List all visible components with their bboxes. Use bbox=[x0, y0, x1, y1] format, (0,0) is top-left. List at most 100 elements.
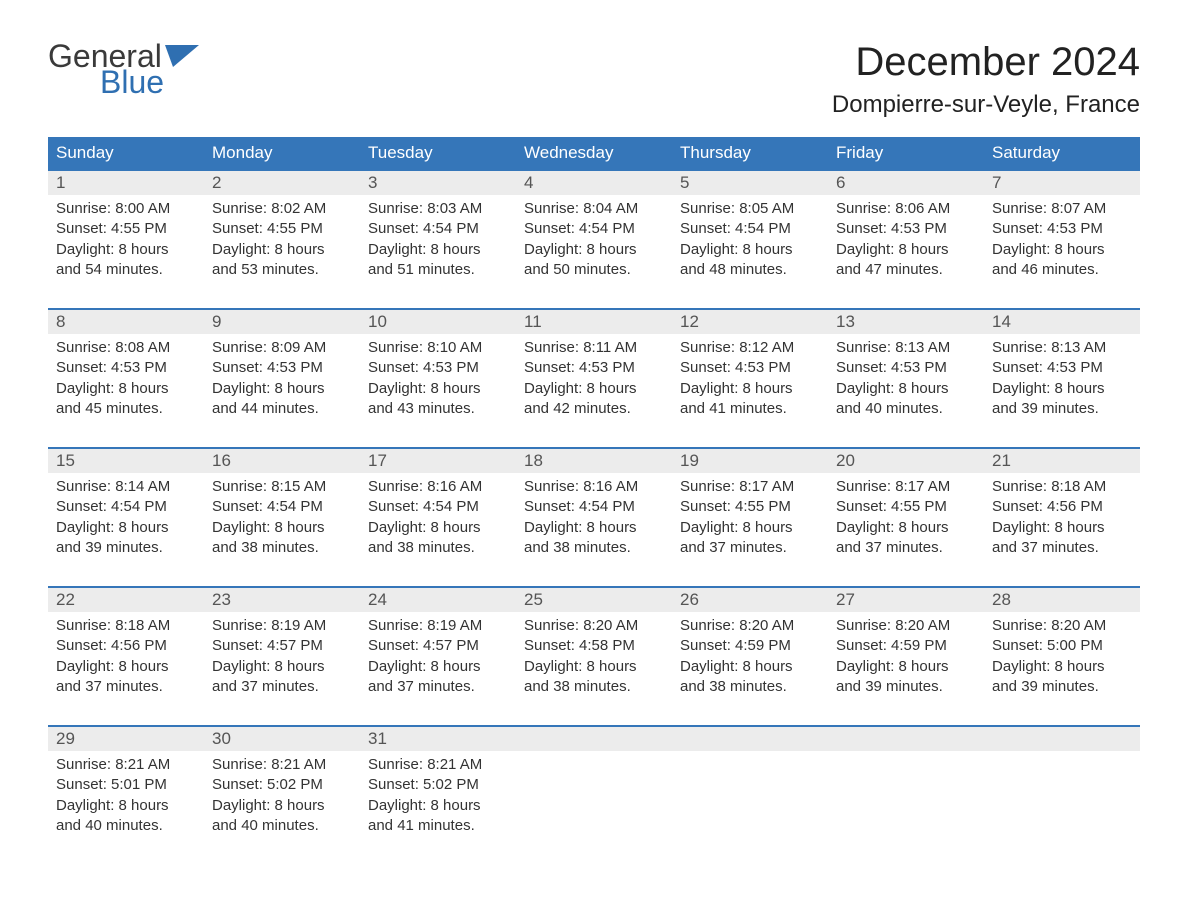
day-d2: and 47 minutes. bbox=[836, 260, 976, 280]
day-d1: Daylight: 8 hours bbox=[524, 657, 664, 677]
day-sunset: Sunset: 4:59 PM bbox=[680, 636, 820, 656]
day-cell: Sunrise: 8:00 AMSunset: 4:55 PMDaylight:… bbox=[48, 195, 204, 288]
day-cell: Sunrise: 8:13 AMSunset: 4:53 PMDaylight:… bbox=[828, 334, 984, 427]
day-sunset: Sunset: 5:01 PM bbox=[56, 775, 196, 795]
day-d1: Daylight: 8 hours bbox=[836, 379, 976, 399]
day-d1: Daylight: 8 hours bbox=[836, 240, 976, 260]
day-d2: and 38 minutes. bbox=[524, 677, 664, 697]
day-sunrise: Sunrise: 8:17 AM bbox=[836, 477, 976, 497]
day-cell: Sunrise: 8:03 AMSunset: 4:54 PMDaylight:… bbox=[360, 195, 516, 288]
day-number: 25 bbox=[516, 588, 672, 612]
day-number: 10 bbox=[360, 310, 516, 334]
day-header: Monday bbox=[204, 137, 360, 169]
day-number: 1 bbox=[48, 171, 204, 195]
day-cell: Sunrise: 8:17 AMSunset: 4:55 PMDaylight:… bbox=[828, 473, 984, 566]
day-number: 27 bbox=[828, 588, 984, 612]
day-sunrise: Sunrise: 8:20 AM bbox=[992, 616, 1132, 636]
day-number: 13 bbox=[828, 310, 984, 334]
daynum-row: 22232425262728 bbox=[48, 588, 1140, 612]
day-d2: and 40 minutes. bbox=[836, 399, 976, 419]
daynum-row: 15161718192021 bbox=[48, 449, 1140, 473]
page-title: December 2024 bbox=[832, 40, 1140, 85]
day-sunset: Sunset: 4:53 PM bbox=[212, 358, 352, 378]
day-sunset: Sunset: 5:02 PM bbox=[368, 775, 508, 795]
day-sunset: Sunset: 4:55 PM bbox=[680, 497, 820, 517]
location-label: Dompierre-sur-Veyle, France bbox=[832, 91, 1140, 119]
week-row: 22232425262728Sunrise: 8:18 AMSunset: 4:… bbox=[48, 586, 1140, 705]
day-d2: and 44 minutes. bbox=[212, 399, 352, 419]
day-d1: Daylight: 8 hours bbox=[836, 518, 976, 538]
day-sunrise: Sunrise: 8:18 AM bbox=[992, 477, 1132, 497]
day-cell: Sunrise: 8:08 AMSunset: 4:53 PMDaylight:… bbox=[48, 334, 204, 427]
day-header-row: Sunday Monday Tuesday Wednesday Thursday… bbox=[48, 137, 1140, 169]
day-sunrise: Sunrise: 8:16 AM bbox=[524, 477, 664, 497]
day-d1: Daylight: 8 hours bbox=[56, 657, 196, 677]
day-d1: Daylight: 8 hours bbox=[368, 657, 508, 677]
day-sunrise: Sunrise: 8:09 AM bbox=[212, 338, 352, 358]
day-number: 3 bbox=[360, 171, 516, 195]
day-number: 7 bbox=[984, 171, 1140, 195]
day-d1: Daylight: 8 hours bbox=[680, 518, 820, 538]
day-sunrise: Sunrise: 8:08 AM bbox=[56, 338, 196, 358]
day-d1: Daylight: 8 hours bbox=[368, 379, 508, 399]
day-cell bbox=[516, 751, 672, 844]
day-header: Friday bbox=[828, 137, 984, 169]
day-cell bbox=[984, 751, 1140, 844]
day-number: 19 bbox=[672, 449, 828, 473]
day-cell bbox=[828, 751, 984, 844]
day-number: 21 bbox=[984, 449, 1140, 473]
day-sunset: Sunset: 4:53 PM bbox=[836, 358, 976, 378]
day-sunrise: Sunrise: 8:13 AM bbox=[836, 338, 976, 358]
day-cell: Sunrise: 8:19 AMSunset: 4:57 PMDaylight:… bbox=[360, 612, 516, 705]
daybody-row: Sunrise: 8:14 AMSunset: 4:54 PMDaylight:… bbox=[48, 473, 1140, 566]
day-sunset: Sunset: 4:54 PM bbox=[524, 497, 664, 517]
day-cell: Sunrise: 8:09 AMSunset: 4:53 PMDaylight:… bbox=[204, 334, 360, 427]
brand-word2: Blue bbox=[100, 66, 199, 98]
day-sunrise: Sunrise: 8:21 AM bbox=[56, 755, 196, 775]
day-d2: and 41 minutes. bbox=[680, 399, 820, 419]
day-number: 6 bbox=[828, 171, 984, 195]
title-block: December 2024 Dompierre-sur-Veyle, Franc… bbox=[832, 40, 1140, 119]
day-d1: Daylight: 8 hours bbox=[524, 240, 664, 260]
day-sunset: Sunset: 5:00 PM bbox=[992, 636, 1132, 656]
day-sunset: Sunset: 4:54 PM bbox=[680, 219, 820, 239]
day-cell: Sunrise: 8:21 AMSunset: 5:02 PMDaylight:… bbox=[360, 751, 516, 844]
day-cell: Sunrise: 8:20 AMSunset: 4:59 PMDaylight:… bbox=[672, 612, 828, 705]
day-d1: Daylight: 8 hours bbox=[836, 657, 976, 677]
day-number: 26 bbox=[672, 588, 828, 612]
day-sunrise: Sunrise: 8:15 AM bbox=[212, 477, 352, 497]
day-d2: and 51 minutes. bbox=[368, 260, 508, 280]
day-d2: and 38 minutes. bbox=[368, 538, 508, 558]
day-cell: Sunrise: 8:04 AMSunset: 4:54 PMDaylight:… bbox=[516, 195, 672, 288]
day-d2: and 53 minutes. bbox=[212, 260, 352, 280]
day-number: 20 bbox=[828, 449, 984, 473]
day-number: 24 bbox=[360, 588, 516, 612]
week-row: 1234567Sunrise: 8:00 AMSunset: 4:55 PMDa… bbox=[48, 169, 1140, 288]
day-d1: Daylight: 8 hours bbox=[992, 379, 1132, 399]
day-sunset: Sunset: 4:53 PM bbox=[836, 219, 976, 239]
day-d2: and 42 minutes. bbox=[524, 399, 664, 419]
day-sunrise: Sunrise: 8:16 AM bbox=[368, 477, 508, 497]
day-sunrise: Sunrise: 8:10 AM bbox=[368, 338, 508, 358]
day-sunrise: Sunrise: 8:06 AM bbox=[836, 199, 976, 219]
day-d1: Daylight: 8 hours bbox=[212, 379, 352, 399]
day-number: 4 bbox=[516, 171, 672, 195]
day-d1: Daylight: 8 hours bbox=[368, 240, 508, 260]
day-d2: and 39 minutes. bbox=[992, 677, 1132, 697]
day-d2: and 38 minutes. bbox=[524, 538, 664, 558]
day-d2: and 38 minutes. bbox=[680, 677, 820, 697]
day-number bbox=[828, 727, 984, 751]
day-d1: Daylight: 8 hours bbox=[56, 518, 196, 538]
day-sunrise: Sunrise: 8:19 AM bbox=[368, 616, 508, 636]
day-d1: Daylight: 8 hours bbox=[212, 657, 352, 677]
day-cell: Sunrise: 8:11 AMSunset: 4:53 PMDaylight:… bbox=[516, 334, 672, 427]
day-sunrise: Sunrise: 8:04 AM bbox=[524, 199, 664, 219]
day-d1: Daylight: 8 hours bbox=[680, 240, 820, 260]
day-sunset: Sunset: 4:55 PM bbox=[836, 497, 976, 517]
day-cell: Sunrise: 8:20 AMSunset: 5:00 PMDaylight:… bbox=[984, 612, 1140, 705]
day-number: 16 bbox=[204, 449, 360, 473]
day-sunrise: Sunrise: 8:13 AM bbox=[992, 338, 1132, 358]
day-d2: and 37 minutes. bbox=[992, 538, 1132, 558]
day-sunset: Sunset: 4:53 PM bbox=[368, 358, 508, 378]
day-sunset: Sunset: 4:55 PM bbox=[56, 219, 196, 239]
